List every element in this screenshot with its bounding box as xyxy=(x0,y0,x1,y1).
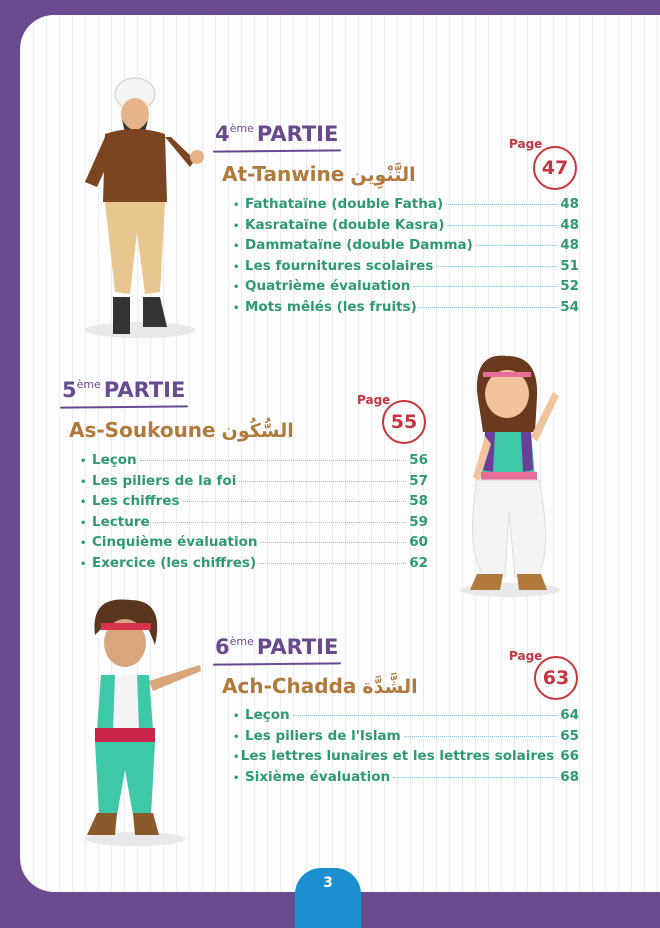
bullet-icon: • xyxy=(233,200,240,211)
dot-leader xyxy=(393,776,558,778)
toc-entry[interactable]: • Les piliers de la foi 57 xyxy=(80,473,428,494)
entry-page: 65 xyxy=(560,727,579,744)
dot-leader xyxy=(446,204,558,205)
toc-entry[interactable]: • Sixième évaluation 68 xyxy=(233,769,579,790)
bullet-icon: • xyxy=(233,711,240,722)
dot-leader xyxy=(292,715,558,716)
dot-leader xyxy=(436,265,558,267)
bullet-icon: • xyxy=(233,731,240,743)
entry-page: 51 xyxy=(560,257,579,274)
bullet-icon: • xyxy=(233,772,240,784)
entry-page: 60 xyxy=(409,534,428,550)
toc-entry[interactable]: • Mots mêlés (les fruits) 54 xyxy=(233,299,579,320)
dot-leader xyxy=(413,286,558,287)
entry-page: 48 xyxy=(560,237,579,253)
dot-leader xyxy=(152,521,407,523)
entry-label: Les fournitures scolaires xyxy=(245,257,434,274)
dot-leader xyxy=(419,306,558,308)
bullet-icon: • xyxy=(80,558,87,570)
bullet-icon: • xyxy=(233,282,240,293)
partie-title: 6ème PARTIE xyxy=(212,635,342,666)
section-page-badge: 47 xyxy=(533,146,577,190)
bullet-icon: • xyxy=(233,261,240,273)
toc-entry[interactable]: • Les piliers de l'Islam 65 xyxy=(233,728,579,749)
partie-title: 5ème PARTIE xyxy=(59,378,189,409)
entry-page: 56 xyxy=(409,452,428,468)
entry-page: 57 xyxy=(409,472,428,489)
toc-list: • Leçon 64 • Les piliers de l'Islam 65 • Les le… xyxy=(233,707,579,789)
bullet-icon: • xyxy=(80,517,87,529)
entry-page: 64 xyxy=(560,707,579,723)
entry-label: Kasrataïne (double Kasra) xyxy=(245,216,445,233)
bullet-icon: • xyxy=(233,241,240,252)
dot-leader xyxy=(403,735,558,737)
toc-list: • Fathataïne (double Fatha) 48 • Kasrataïne … xyxy=(233,196,579,319)
bullet-icon: • xyxy=(80,476,87,488)
section-page-badge: 63 xyxy=(534,656,578,700)
dot-leader xyxy=(260,542,407,543)
section-heading: At-Tanwine التَّنْوِين xyxy=(222,162,416,186)
bullet-icon: • xyxy=(80,497,87,508)
toc-entry[interactable]: • Kasrataïne (double Kasra) 48 xyxy=(233,217,579,238)
bullet-icon: • xyxy=(80,538,87,549)
page-label: Page xyxy=(357,393,391,407)
man-character-illustration xyxy=(85,77,204,338)
bullet-icon: • xyxy=(233,302,240,314)
toc-entry[interactable]: • Dammataïne (double Damma) 48 xyxy=(233,237,579,258)
toc-entry[interactable]: • Quatrième évaluation 52 xyxy=(233,278,579,299)
dot-leader xyxy=(139,460,407,461)
bullet-icon: • xyxy=(233,752,240,763)
entry-label: Les piliers de la foi xyxy=(92,472,237,489)
entry-label: Dammataïne (double Damma) xyxy=(245,237,473,253)
section-page-badge: 55 xyxy=(382,400,426,444)
entry-page: 62 xyxy=(409,554,428,571)
entry-label: Leçon xyxy=(245,707,290,723)
page-label: Page xyxy=(509,137,543,151)
entry-label: Lecture xyxy=(92,513,150,530)
entry-label: Les lettres lunaires et les lettres sola… xyxy=(240,748,555,764)
toc-entry[interactable]: • Les lettres lunaires et les lettres sol… xyxy=(233,748,579,769)
bullet-icon: • xyxy=(80,456,87,467)
page-number-tab: 3 xyxy=(295,868,361,928)
entry-page: 52 xyxy=(560,278,579,294)
entry-page: 66 xyxy=(560,748,579,764)
toc-entry[interactable]: • Leçon 56 xyxy=(80,452,428,473)
dot-leader xyxy=(447,224,558,226)
toc-entry[interactable]: • Exercice (les chiffres) 62 xyxy=(80,555,428,576)
toc-entry[interactable]: • Cinquième évaluation 60 xyxy=(80,534,428,555)
section-heading: As-Soukoune السُّكُون xyxy=(69,418,294,442)
entry-page: 59 xyxy=(409,513,428,530)
boy-character-illustration xyxy=(85,599,201,846)
entry-label: Sixième évaluation xyxy=(245,768,391,785)
entry-label: Quatrième évaluation xyxy=(245,278,411,294)
toc-entry[interactable]: • Leçon 64 xyxy=(233,707,579,728)
entry-page: 48 xyxy=(560,196,579,212)
dot-leader xyxy=(239,480,407,482)
entry-label: Exercice (les chiffres) xyxy=(92,554,257,571)
entry-label: Mots mêlés (les fruits) xyxy=(245,298,417,315)
toc-entry[interactable]: • Les fournitures scolaires 51 xyxy=(233,258,579,279)
toc-entry[interactable]: • Fathataïne (double Fatha) 48 xyxy=(233,196,579,217)
entry-page: 68 xyxy=(560,768,579,785)
entry-page: 54 xyxy=(560,298,579,315)
page-label: Page xyxy=(509,649,543,663)
section-heading: Ach-Chadda الشَّدَّة xyxy=(222,674,418,698)
dot-leader xyxy=(475,245,558,246)
entry-page: 58 xyxy=(409,493,428,509)
entry-label: Cinquième évaluation xyxy=(92,534,258,550)
entry-label: Leçon xyxy=(92,452,137,468)
partie-title: 4ème PARTIE xyxy=(212,122,342,153)
entry-label: Les piliers de l'Islam xyxy=(245,727,401,744)
toc-entry[interactable]: • Lecture 59 xyxy=(80,514,428,535)
bullet-icon: • xyxy=(233,220,240,232)
toc-list: • Leçon 56 • Les piliers de la foi 57 • Les chi… xyxy=(80,452,428,575)
entry-label: Fathataïne (double Fatha) xyxy=(245,196,444,212)
toc-entry[interactable]: • Les chiffres 58 xyxy=(80,493,428,514)
dot-leader xyxy=(182,501,407,502)
girl-character-illustration xyxy=(460,355,560,597)
dot-leader xyxy=(259,562,407,564)
entry-page: 48 xyxy=(560,216,579,233)
entry-label: Les chiffres xyxy=(92,493,180,509)
